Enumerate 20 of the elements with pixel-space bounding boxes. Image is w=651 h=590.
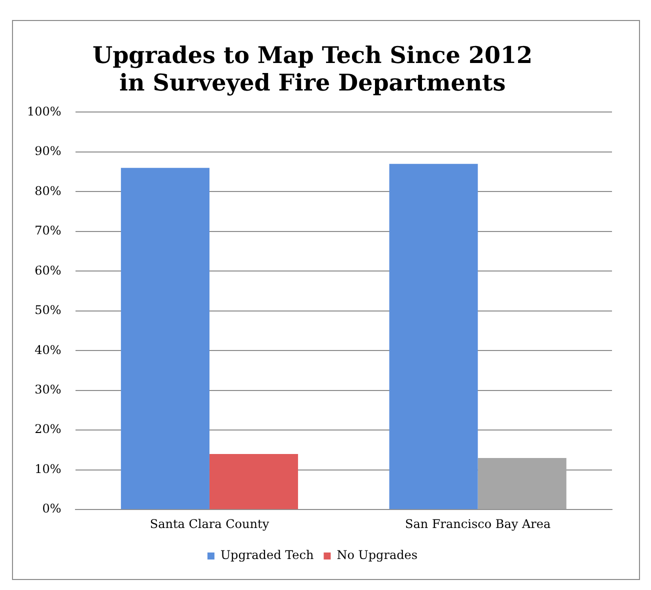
y-tick-label: 70% <box>34 224 62 238</box>
y-tick-label: 50% <box>34 303 62 318</box>
y-tick-label: 60% <box>34 263 62 278</box>
y-tick-label: 20% <box>34 422 62 436</box>
bar <box>389 164 478 510</box>
bar <box>478 458 566 510</box>
x-tick-label: San Francisco Bay Area <box>405 516 551 531</box>
chart-title: Upgrades to Map Tech Since 2012 in Surveyed Fire Departments <box>92 42 532 96</box>
x-tick-label: Santa Clara County <box>150 516 270 531</box>
bar <box>209 454 298 510</box>
y-tick-label: 40% <box>34 342 62 357</box>
y-tick-label: 10% <box>34 462 62 476</box>
y-tick-label: 80% <box>34 184 62 198</box>
legend-label: No Upgrades <box>336 548 418 562</box>
legend-label: Upgraded Tech <box>220 548 314 562</box>
y-tick-label: 30% <box>34 382 62 397</box>
y-tick-label: 100% <box>26 104 62 118</box>
y-tick-label: 0% <box>42 502 62 516</box>
bar <box>120 168 210 510</box>
y-tick-label: 90% <box>34 144 62 158</box>
